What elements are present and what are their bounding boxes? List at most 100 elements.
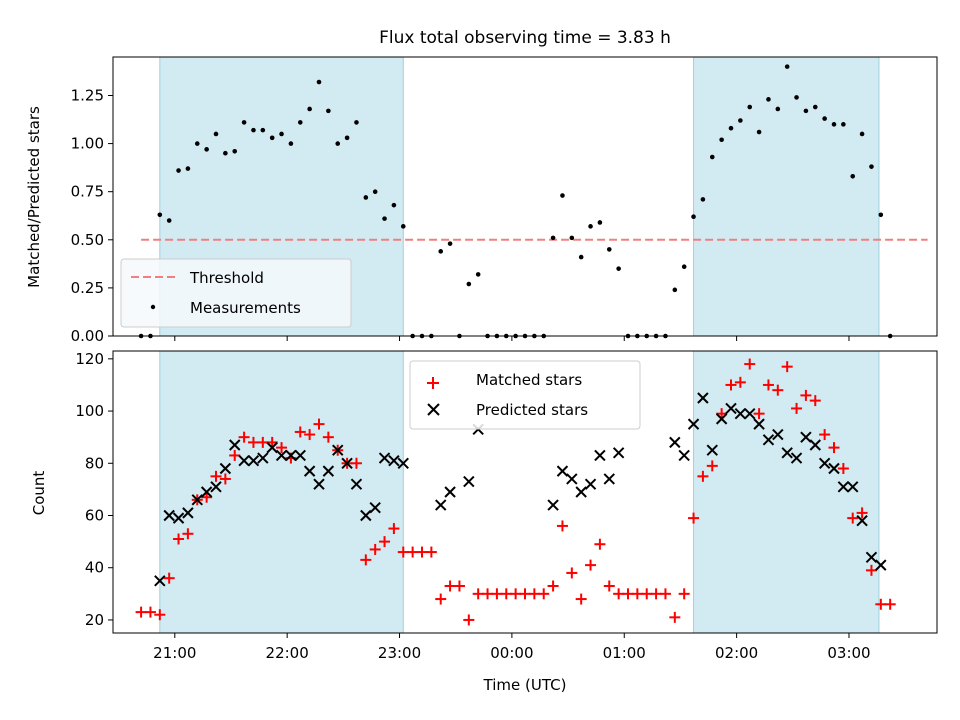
legend-measurements-swatch <box>150 304 156 310</box>
y-tick-label: 0.75 <box>71 183 104 201</box>
bottom-y-axis: 20 40 60 80 100 120 <box>75 350 113 629</box>
matched-star-point <box>491 588 503 600</box>
shaded-interval-2 <box>693 56 880 337</box>
x-tick-label: 02:00 <box>715 644 758 662</box>
measurement-point <box>466 281 472 287</box>
predicted-star-point <box>369 501 381 514</box>
measurement-point <box>204 147 209 152</box>
matched-star-point <box>603 580 615 592</box>
matched-star-point <box>585 559 597 571</box>
bottom-legend: Matched stars Predicted stars <box>409 360 641 430</box>
measurement-point <box>578 254 584 260</box>
y-tick-label: 1.00 <box>71 135 104 153</box>
x-tick-label: 22:00 <box>266 644 309 662</box>
matched-star-point <box>744 358 756 370</box>
predicted-star-point <box>341 457 353 469</box>
measurement-point <box>831 122 837 127</box>
predicted-star-point <box>285 449 297 462</box>
predicted-star-point <box>191 494 203 506</box>
matched-star-point <box>734 376 746 388</box>
predicted-star-point <box>172 512 185 524</box>
predicted-star-point <box>322 465 335 477</box>
measurement-point <box>869 164 874 169</box>
y-tick-label: 0.00 <box>71 327 104 345</box>
predicted-star-point <box>238 454 250 467</box>
bottom-plot-frame <box>112 350 938 634</box>
matched-star-point <box>388 523 400 535</box>
predicted-star-point <box>444 486 456 498</box>
predicted-star-point <box>603 473 615 485</box>
matched-star-point <box>453 580 465 592</box>
matched-star-point <box>322 431 334 443</box>
predicted-star-point <box>556 465 569 477</box>
matched-star-point <box>678 588 690 600</box>
measurement-point <box>681 264 687 270</box>
matched-star-point <box>575 593 587 605</box>
matched-star-point <box>360 554 372 566</box>
predicted-star-point <box>687 418 700 430</box>
matched-star-point <box>791 402 803 414</box>
predicted-star-point <box>744 407 756 420</box>
matched-star-point <box>313 418 325 430</box>
x-tick-label: 21:00 <box>153 644 196 662</box>
y-tick-label: 120 <box>75 350 104 368</box>
matched-star-point <box>884 598 896 610</box>
measurement-point <box>251 127 256 133</box>
matched-star-point <box>819 429 831 441</box>
top-chart-title: Flux total observing time = 3.83 h <box>379 28 671 48</box>
matched-star-point <box>266 436 278 448</box>
matched-star-point <box>528 588 540 600</box>
measurement-point <box>794 95 799 100</box>
predicted-star-point <box>257 452 269 464</box>
measurement-point <box>597 220 603 225</box>
predicted-star-point <box>575 486 587 498</box>
predicted-star-point <box>594 449 606 462</box>
measurement-point <box>588 224 593 229</box>
matched-star-point <box>238 431 250 443</box>
legend-threshold-label: Threshold <box>189 269 264 287</box>
measurement-point <box>560 193 565 198</box>
measurement-point <box>185 166 191 171</box>
matched-star-point <box>519 588 531 600</box>
matched-star-point <box>631 588 643 600</box>
predicted-star-point <box>303 465 316 477</box>
predicted-star-point <box>332 444 344 456</box>
measurement-point <box>363 195 369 200</box>
bottom-x-axis-label: Time (UTC) <box>483 676 567 694</box>
measurement-point <box>859 131 865 137</box>
measurement-point <box>326 108 331 114</box>
measurement-point <box>850 173 856 179</box>
matched-star-point <box>435 593 447 605</box>
measurement-point <box>803 108 809 114</box>
measurement-point <box>447 241 453 246</box>
measurement-point <box>784 64 790 69</box>
matched-star-point <box>463 614 475 626</box>
matched-star-point <box>173 533 185 545</box>
y-tick-label: 100 <box>75 402 104 420</box>
predicted-star-point <box>584 478 597 490</box>
measurement-point <box>213 131 219 137</box>
measurement-point <box>766 97 771 102</box>
measurement-point <box>279 131 284 137</box>
measurement-point <box>400 224 406 229</box>
measurement-point <box>232 148 238 154</box>
matched-star-point <box>566 567 578 579</box>
matched-star-point <box>219 473 231 485</box>
predicted-star-point <box>669 436 681 449</box>
measurement-point <box>157 212 163 218</box>
measurement-point <box>747 104 753 110</box>
matched-star-point <box>444 580 456 592</box>
matched-star-point <box>762 379 774 391</box>
matched-star-point <box>659 588 671 600</box>
matched-star-point <box>379 536 391 548</box>
matched-star-point <box>688 512 700 524</box>
measurement-point <box>391 202 397 208</box>
matched-star-point <box>416 546 428 558</box>
predicted-star-point <box>154 575 166 587</box>
matched-star-point <box>425 546 437 558</box>
measurement-point <box>344 135 350 141</box>
measurement-point <box>812 104 818 110</box>
top-legend: Threshold Measurements <box>120 258 352 328</box>
matched-star-point <box>510 588 522 600</box>
matched-star-point <box>144 606 156 618</box>
